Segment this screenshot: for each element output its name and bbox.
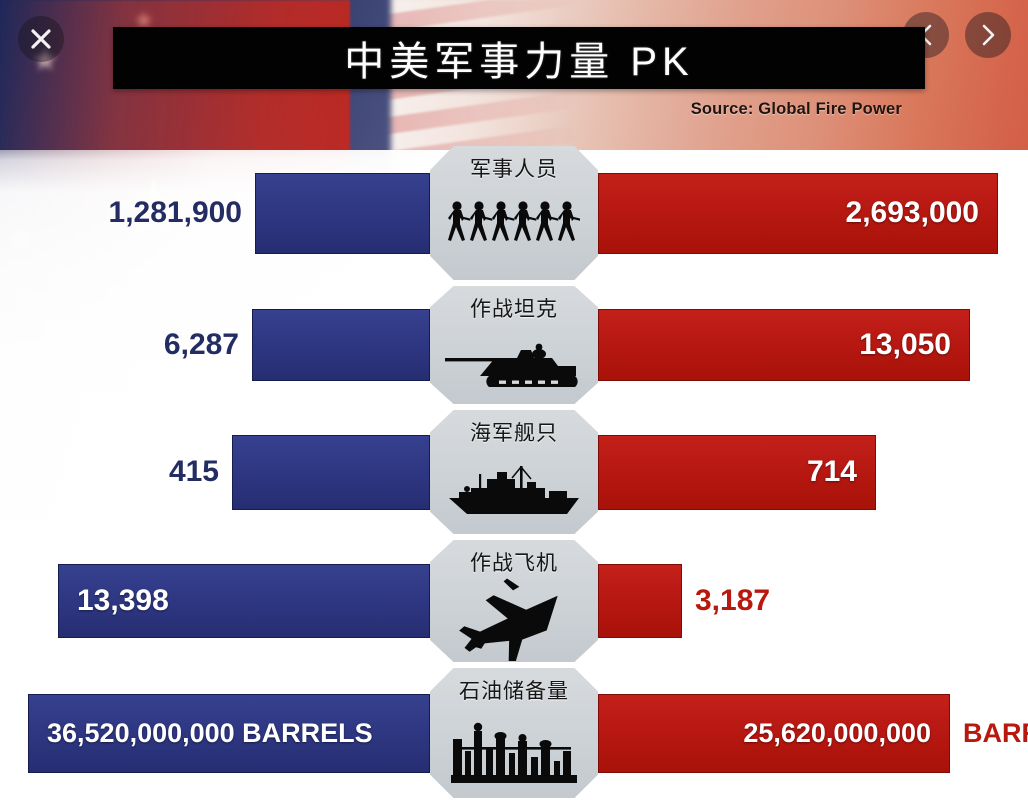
usa-side: 1,281,900 bbox=[0, 143, 430, 283]
category-panel-content: 海军舰只 bbox=[430, 407, 598, 531]
category-label: 海军舰只 bbox=[470, 422, 558, 445]
category-panel-content: 作战飞机 bbox=[430, 537, 598, 661]
chart-row: 13,398 作战飞机 3,187 bbox=[0, 537, 1028, 665]
usa-side: 415 bbox=[0, 407, 430, 537]
category-label: 石油储备量 bbox=[459, 680, 569, 703]
chevron-right-icon bbox=[982, 24, 995, 46]
usa-bar: 6,287 bbox=[164, 309, 430, 381]
usa-side: 36,520,000,000 BARRELS bbox=[0, 665, 430, 800]
china-value-label: 3,187 bbox=[695, 584, 771, 617]
oil-refinery-icon bbox=[430, 705, 598, 795]
fighter-jet-icon bbox=[430, 577, 598, 661]
china-side: 13,050 bbox=[598, 283, 1028, 407]
chart-row: 415 海军舰只 714 bbox=[0, 407, 1028, 537]
usa-value-label: 6,287 bbox=[163, 328, 239, 361]
close-button[interactable] bbox=[18, 16, 64, 62]
title-banner: 中美军事力量 PK bbox=[113, 27, 925, 89]
china-value-label: 13,050 bbox=[859, 328, 951, 361]
usa-side: 6,287 bbox=[0, 283, 430, 407]
china-bar: 2,693,000 bbox=[598, 172, 998, 254]
usa-value-label: 1,281,900 bbox=[108, 196, 242, 229]
category-panel-content: 石油储备量 bbox=[430, 665, 598, 795]
china-side: 3,187 bbox=[598, 537, 1028, 665]
comparison-chart: 1,281,900 军事人员 bbox=[0, 143, 1028, 800]
usa-bar: 415 bbox=[169, 434, 430, 510]
category-panel-content: 作战坦克 bbox=[430, 283, 598, 401]
next-image-button[interactable] bbox=[965, 12, 1011, 58]
category-panel: 作战坦克 bbox=[430, 283, 598, 407]
usa-bar: 36,520,000,000 BARRELS bbox=[28, 693, 430, 773]
china-side: 2,693,000 bbox=[598, 143, 1028, 283]
china-value-suffix: BARRELS bbox=[963, 717, 1028, 748]
usa-value-label: 415 bbox=[168, 455, 219, 488]
china-bar: 714 bbox=[598, 434, 876, 510]
tank-icon bbox=[430, 323, 598, 401]
warship-icon bbox=[430, 447, 598, 531]
china-value-label: 714 bbox=[806, 455, 857, 488]
usa-bar: 1,281,900 bbox=[109, 172, 430, 254]
china-bar: 3,187 bbox=[598, 564, 770, 638]
chart-row: 36,520,000,000 BARRELS 石油储备量 25,620,000,0… bbox=[0, 665, 1028, 800]
category-panel: 作战飞机 bbox=[430, 537, 598, 665]
china-value-label: 2,693,000 bbox=[845, 196, 979, 229]
china-bar: 13,050 bbox=[598, 309, 970, 381]
china-side: 25,620,000,000 BARRELS bbox=[598, 665, 1028, 800]
chart-row: 6,287 作战坦克 13,050 bbox=[0, 283, 1028, 407]
china-value-label: 25,620,000,000 bbox=[743, 717, 931, 748]
chart-row: 1,281,900 军事人员 bbox=[0, 143, 1028, 283]
category-panel: 军事人员 bbox=[430, 143, 598, 283]
category-panel: 海军舰只 bbox=[430, 407, 598, 537]
page-title: 中美军事力量 PK bbox=[344, 40, 694, 84]
category-label: 作战飞机 bbox=[470, 552, 558, 575]
china-side: 714 bbox=[598, 407, 1028, 537]
close-icon bbox=[31, 29, 51, 49]
category-label: 作战坦克 bbox=[470, 298, 558, 321]
category-panel-content: 军事人员 bbox=[430, 143, 598, 277]
category-label: 军事人员 bbox=[470, 158, 558, 181]
usa-side: 13,398 bbox=[0, 537, 430, 665]
china-bar: 25,620,000,000 BARRELS bbox=[598, 693, 1028, 773]
source-attribution: Source: Global Fire Power bbox=[690, 100, 902, 118]
usa-value-label: 36,520,000,000 BARRELS bbox=[47, 717, 373, 748]
usa-value-label: 13,398 bbox=[77, 584, 169, 617]
soldiers-icon bbox=[430, 183, 598, 277]
category-panel: 石油储备量 bbox=[430, 665, 598, 800]
usa-bar: 13,398 bbox=[58, 564, 430, 638]
